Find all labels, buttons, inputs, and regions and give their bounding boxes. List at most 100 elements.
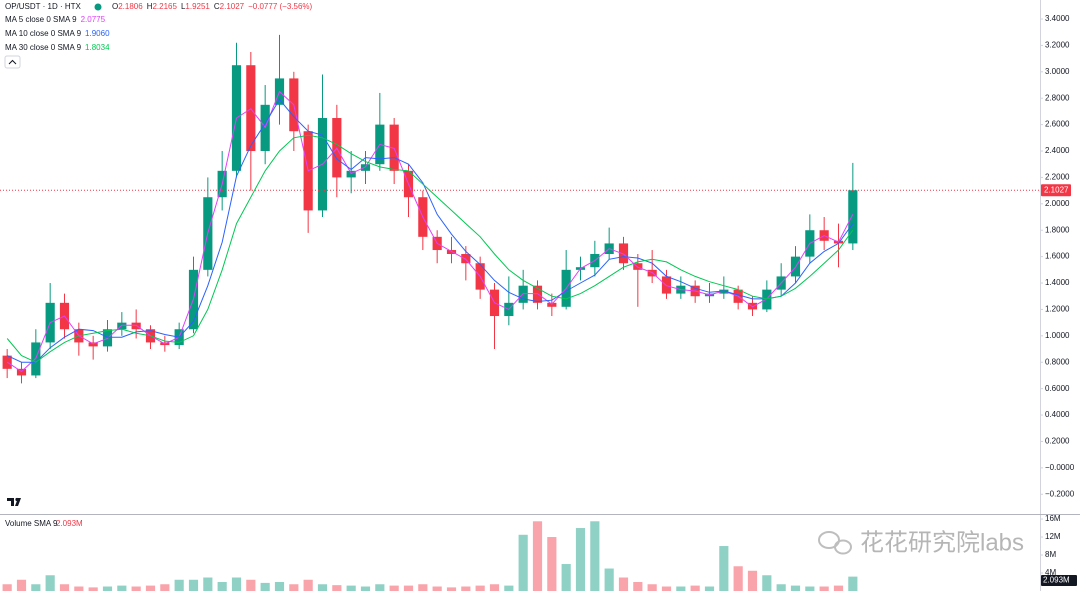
y-tick-label: 1.8000 (1045, 225, 1070, 234)
volume-bar (647, 584, 657, 591)
y-tick-label: 2.2000 (1045, 173, 1070, 182)
volume-bar (375, 584, 385, 591)
candle-body (2, 355, 12, 369)
volume-bar (203, 577, 213, 591)
volume-bar (131, 586, 141, 591)
ma-legend: MA 30 close 0 SMA 9 1.8034 (5, 43, 110, 52)
volume-bar (31, 584, 41, 591)
ma-line (6, 98, 854, 363)
volume-bar (790, 585, 801, 591)
watermark-text: 花花研究院labs (860, 529, 1024, 556)
volume-bar (719, 546, 729, 591)
collapse-button[interactable] (4, 55, 21, 69)
collapse-box[interactable] (4, 55, 21, 69)
candle-body (848, 190, 858, 244)
candle-body (633, 263, 643, 270)
change: −0.0777 (−3.56%) (248, 2, 312, 11)
volume-bar (317, 584, 328, 591)
volume-bar (389, 585, 399, 591)
volume-bar (733, 566, 743, 591)
volume-bar (231, 577, 242, 591)
volume-bar (274, 582, 285, 591)
candle-body (618, 243, 629, 264)
y-tick-label: 3.0000 (1045, 67, 1070, 76)
y-tick-label: 0.4000 (1045, 410, 1070, 419)
y-tick-label: 2.8000 (1045, 93, 1070, 102)
ma-legend: MA 5 close 0 SMA 9 2.0775 (5, 15, 106, 24)
volume-bar (819, 586, 829, 591)
volume-bar (848, 576, 858, 591)
ohlc-label: H (147, 2, 153, 11)
volume-tag-label: 2.093M (1043, 576, 1070, 585)
volume-bar (704, 586, 715, 591)
volume-bar (16, 579, 27, 591)
volume-bar (762, 575, 772, 591)
ma-name: MA 5 close 0 SMA 9 (5, 15, 77, 24)
y-tick-label: 1.0000 (1045, 331, 1070, 340)
candle-body (16, 368, 27, 376)
y-tick-label: 1.4000 (1045, 278, 1070, 287)
y-tick-label: 0.2000 (1045, 437, 1070, 446)
candle-body (389, 124, 399, 171)
volume-bar (618, 577, 629, 591)
ohlc-label: O (112, 2, 118, 11)
volume-value: 2.093M (56, 519, 83, 528)
volume-bar (174, 579, 184, 591)
volume-bar (676, 586, 686, 591)
watermark-icon (834, 539, 852, 555)
candle-body (88, 342, 98, 347)
volume-bar (59, 584, 70, 591)
ma-value: 2.0775 (81, 15, 106, 24)
y-tick-label: −0.2000 (1045, 489, 1075, 498)
y-tick-label: −0.0000 (1045, 463, 1075, 472)
ohlc-value: 2.1806 (118, 2, 143, 11)
collapse-icon (8, 59, 17, 65)
y-tick-label: 2.0000 (1045, 199, 1070, 208)
ohlc-value: 1.9251 (185, 2, 210, 11)
y-tick-label: 0.8000 (1045, 357, 1070, 366)
candle-body (346, 170, 356, 178)
volume-bar (145, 585, 156, 591)
volume-bar (403, 585, 414, 591)
volume-bar (260, 582, 270, 591)
volume-bar (418, 584, 428, 591)
ohlc-label: C (214, 2, 220, 11)
volume-bar (461, 586, 471, 591)
volume-bar (633, 582, 643, 591)
volume-bar (160, 584, 170, 591)
volume-bar (575, 528, 586, 591)
volume-bar (590, 521, 600, 591)
candle-body (131, 322, 141, 330)
y-tick-label: 0.6000 (1045, 384, 1070, 393)
volume-bar (346, 585, 356, 591)
candle-body (661, 276, 672, 294)
volume-bar (360, 586, 371, 591)
last-price-tag (1041, 184, 1071, 197)
ma-name: MA 10 close 0 SMA 9 (5, 29, 82, 38)
volume-tag (1041, 575, 1077, 586)
candle-body (461, 253, 471, 264)
volume-bar (303, 579, 313, 591)
tv-logo (7, 497, 21, 506)
y-tick-label: 1.2000 (1045, 305, 1070, 314)
volume-tick-label: 12M (1045, 532, 1061, 541)
volume-bar (561, 564, 571, 591)
ohlc-value: 2.2165 (152, 2, 177, 11)
candle-body (762, 289, 772, 310)
volume-bar (102, 586, 113, 591)
volume-bar (188, 579, 199, 591)
y-tick-label: 2.4000 (1045, 146, 1070, 155)
volume-bar (289, 584, 299, 591)
candle-body (360, 164, 371, 171)
volume-bar (690, 585, 700, 591)
ma-name: MA 30 close 0 SMA 9 (5, 43, 82, 52)
volume-bar (475, 585, 485, 591)
symbol-title[interactable]: OP/USDT · 1D · HTX (5, 2, 82, 11)
volume-bar (446, 587, 457, 591)
volume-bar (504, 585, 514, 591)
volume-bar (217, 582, 227, 591)
volume-tick-label: 4M (1045, 568, 1056, 577)
y-tick-label: 3.2000 (1045, 41, 1070, 50)
volume-bar (518, 534, 528, 591)
